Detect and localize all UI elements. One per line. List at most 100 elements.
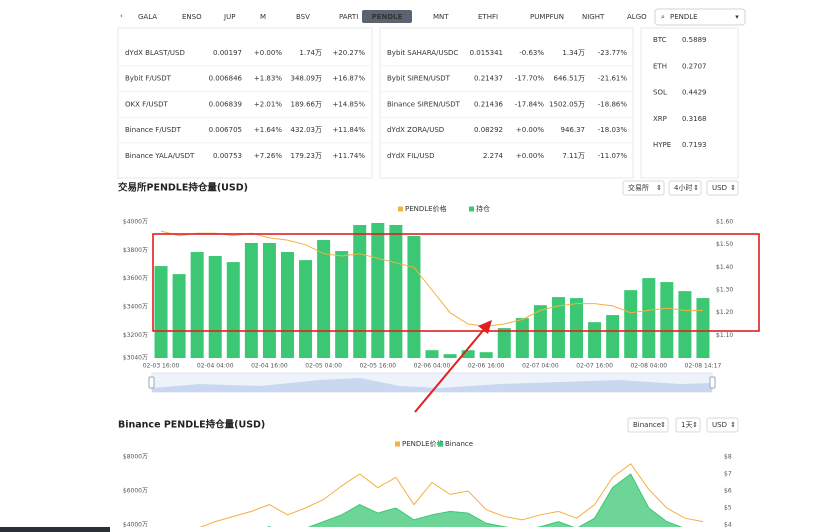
- dropdown-label: 交易所: [628, 183, 649, 192]
- legend-label: PENDLE价格: [405, 204, 447, 213]
- pair-name: Bybit SAHARA/USDC: [387, 49, 458, 57]
- bar: [407, 236, 421, 358]
- bar: [461, 350, 475, 358]
- taskbar: [0, 527, 110, 532]
- bar: [696, 298, 710, 358]
- y2-tick-label: $7: [724, 471, 732, 478]
- bar: [660, 282, 674, 358]
- dropdown[interactable]: [706, 417, 739, 433]
- y2-tick-label: $6: [724, 488, 732, 495]
- slider-handle[interactable]: [709, 376, 716, 389]
- back-arrow[interactable]: ‹: [120, 12, 123, 20]
- tab[interactable]: M: [260, 13, 266, 21]
- tab[interactable]: ENSO: [182, 13, 202, 21]
- dropdown-label: 1天: [681, 421, 692, 429]
- dropdown[interactable]: [706, 180, 739, 196]
- cell: 0.21436: [474, 100, 503, 108]
- legend-swatch: [395, 441, 400, 447]
- left-card: [117, 27, 373, 179]
- y2-tick-label: $1.50: [716, 241, 733, 248]
- cell: -18.03%: [598, 126, 628, 134]
- tab[interactable]: PUMPFUN: [530, 13, 564, 21]
- tab[interactable]: ALGO: [627, 13, 647, 21]
- x-tick-label: 02-06 16:00: [468, 363, 505, 370]
- dropdown-caret: ⇕: [656, 184, 662, 192]
- tab[interactable]: NIGHT: [582, 13, 605, 21]
- cell: +1.64%: [254, 126, 282, 134]
- pair-name: dYdX FIL/USD: [387, 152, 435, 160]
- search-icon: ⌕: [661, 13, 665, 21]
- pair-name: Bybit F/USDT: [125, 75, 172, 83]
- dropdown[interactable]: [622, 180, 665, 196]
- bar: [317, 239, 331, 358]
- dropdown[interactable]: [668, 180, 702, 196]
- dropdown[interactable]: [675, 417, 701, 433]
- y-tick-label: $3040万: [123, 355, 148, 362]
- y-tick-label: $8000万: [123, 454, 148, 461]
- area: [266, 473, 683, 527]
- bar: [515, 318, 529, 358]
- cell: 0.006839: [209, 100, 242, 108]
- y2-tick-label: $1.30: [716, 287, 733, 294]
- y-tick-label: $3200万: [123, 332, 148, 339]
- active-tab-bg: [362, 10, 412, 23]
- dropdown[interactable]: [627, 417, 669, 433]
- x-tick-label: 02-05 16:00: [359, 363, 396, 370]
- bar: [551, 297, 565, 358]
- coin-value: 0.2707: [682, 62, 707, 70]
- y-tick-label: $3800万: [123, 247, 148, 254]
- legend-label: 持仓: [476, 204, 490, 213]
- bar: [497, 328, 511, 358]
- coin-value: 0.4429: [682, 89, 707, 97]
- cell: 0.00753: [213, 152, 242, 160]
- tab[interactable]: JUP: [223, 13, 235, 21]
- coin: BTC: [653, 36, 667, 44]
- cell: 1502.05万: [549, 100, 585, 108]
- cell: 0.21437: [474, 75, 503, 83]
- cell: -17.84%: [515, 100, 545, 108]
- tab[interactable]: MNT: [433, 13, 449, 21]
- tab[interactable]: PARTI: [339, 13, 358, 21]
- slider-preview: [152, 378, 712, 392]
- cell: 1.74万: [299, 49, 322, 57]
- dropdown-label: USD: [712, 421, 727, 429]
- tab[interactable]: GALA: [138, 13, 157, 21]
- legend-label: PENDLE价格: [402, 439, 444, 448]
- bar: [425, 350, 439, 358]
- y2-tick-label: $8: [724, 454, 732, 461]
- search-box[interactable]: [654, 8, 746, 26]
- tab[interactable]: ETHFI: [478, 13, 498, 21]
- y-tick-label: $4000万: [123, 522, 148, 529]
- bar: [244, 242, 258, 358]
- right-card: [640, 27, 739, 179]
- pair-name: Binance F/USDT: [125, 126, 182, 134]
- bar: [280, 252, 294, 358]
- cell: 646.51万: [554, 75, 586, 83]
- cell: -17.70%: [515, 75, 545, 83]
- y2-tick-label: $1.20: [716, 309, 733, 316]
- cell: 0.00197: [213, 49, 242, 57]
- tab[interactable]: PENDLE: [372, 13, 403, 21]
- cell: 0.015341: [470, 49, 503, 57]
- cell: 946.37: [561, 126, 586, 134]
- x-tick-label: 02-07 16:00: [576, 363, 613, 370]
- dropdown-caret: ⇕: [730, 184, 736, 192]
- bar: [678, 291, 692, 358]
- bar: [208, 256, 222, 358]
- slider-handle[interactable]: [148, 376, 155, 389]
- cell: +11.74%: [332, 152, 365, 160]
- y-tick-label: $3400万: [123, 304, 148, 311]
- cell: 2.274: [483, 152, 504, 160]
- tab[interactable]: BSV: [296, 13, 310, 21]
- cell: -23.77%: [598, 49, 628, 57]
- dropdown-caret: ⇕: [660, 421, 666, 429]
- y2-tick-label: $4: [724, 522, 732, 529]
- y2-tick-label: $5: [724, 505, 732, 512]
- dropdown-caret: ⇕: [692, 421, 698, 429]
- y2-tick-label: $1.60: [716, 219, 733, 226]
- cell: +20.27%: [332, 49, 365, 57]
- bar: [443, 354, 457, 358]
- legend-swatch: [469, 206, 474, 212]
- bar: [624, 290, 638, 358]
